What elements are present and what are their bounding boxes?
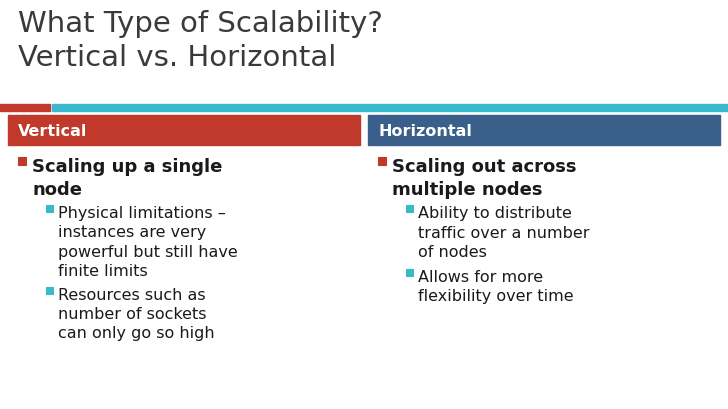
Text: Scaling out across
multiple nodes: Scaling out across multiple nodes [392, 157, 577, 198]
Bar [378, 157, 386, 166]
Text: Horizontal: Horizontal [378, 123, 472, 138]
Bar [0, 105, 50, 112]
Text: Allows for more
flexibility over time: Allows for more flexibility over time [418, 269, 574, 303]
Text: Scaling up a single
node: Scaling up a single node [32, 157, 222, 198]
Bar [406, 206, 413, 213]
Bar [52, 105, 728, 112]
Text: Vertical vs. Horizontal: Vertical vs. Horizontal [18, 44, 336, 72]
Text: Physical limitations –
instances are very
powerful but still have
finite limits: Physical limitations – instances are ver… [58, 206, 238, 278]
Text: Ability to distribute
traffic over a number
of nodes: Ability to distribute traffic over a num… [418, 206, 590, 259]
Bar [8, 116, 360, 146]
Bar [368, 116, 720, 146]
Bar [18, 157, 26, 166]
Text: Vertical: Vertical [18, 123, 87, 138]
Bar [46, 287, 53, 294]
Text: Resources such as
number of sockets
can only go so high: Resources such as number of sockets can … [58, 287, 215, 340]
Bar [406, 269, 413, 276]
Text: What Type of Scalability?: What Type of Scalability? [18, 10, 383, 38]
Bar [46, 206, 53, 213]
